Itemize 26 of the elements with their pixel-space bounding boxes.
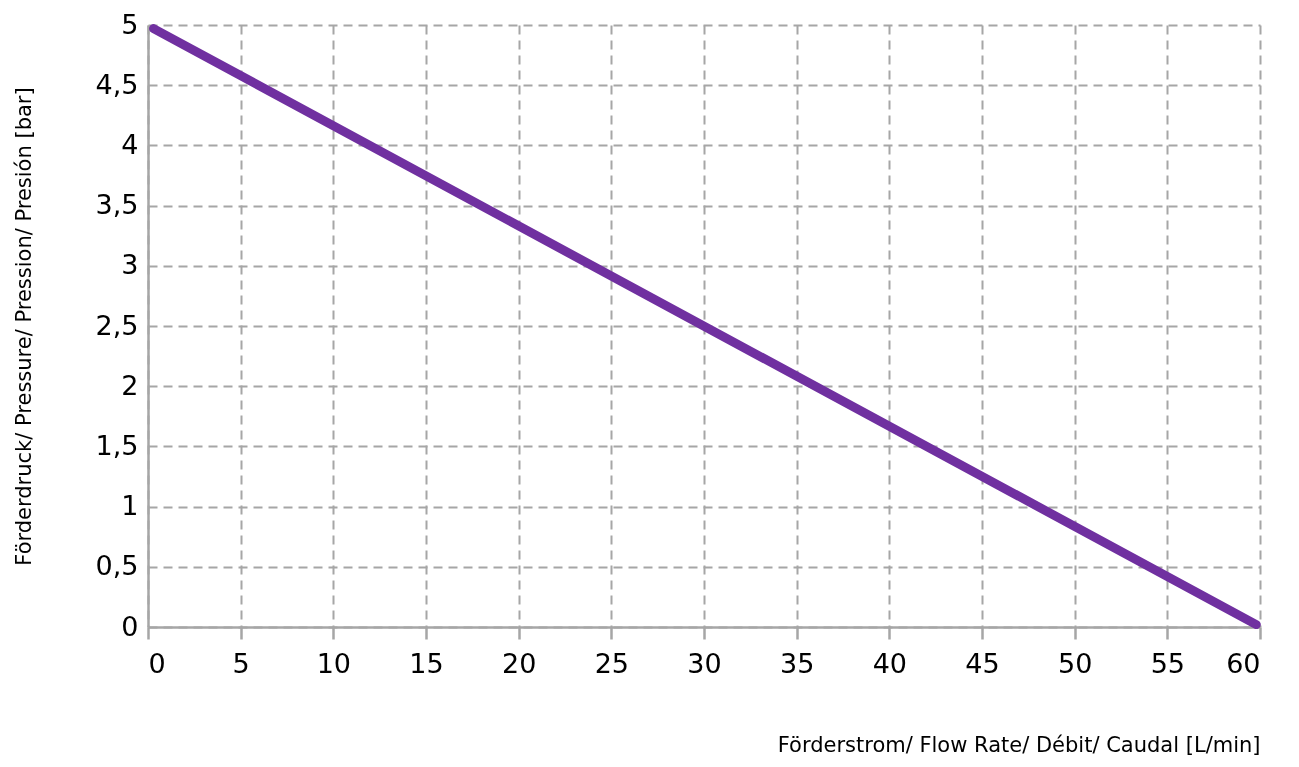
x-axis-title: Förderstrom/ Flow Rate/ Débit/ Caudal [L/min] (777, 732, 1261, 757)
y-tick-label: 4 (121, 128, 139, 160)
x-tick-label: 45 (965, 647, 1000, 679)
y-tick-label: 0,5 (95, 550, 139, 582)
x-tick-label: 10 (316, 647, 352, 679)
x-tick-label: 5 (232, 647, 250, 679)
x-tick-label: 15 (409, 647, 444, 679)
x-tick-label: 55 (1150, 647, 1186, 679)
y-tick-label: 3 (121, 249, 139, 281)
x-tick-label: 40 (872, 647, 908, 679)
x-tick-label: 25 (594, 647, 630, 679)
y-axis-title: Förderdruck/ Pressure/ Pression/ Presión [bar] (11, 87, 36, 566)
y-tick-label: 5 (121, 8, 139, 40)
x-tick-label: 0 (148, 647, 166, 679)
y-tick-label: 3,5 (95, 189, 139, 221)
y-tick-label: 4,5 (95, 68, 139, 100)
x-tick-label: 30 (687, 647, 722, 679)
y-tick-label: 0 (121, 610, 139, 642)
x-tick-label: 35 (779, 647, 815, 679)
y-tick-label: 2,5 (95, 309, 139, 341)
x-tick-label: 50 (1057, 647, 1093, 679)
x-tick-label: 60 (1226, 647, 1261, 679)
y-tick-label: 1,5 (95, 429, 139, 461)
y-tick-label: 2 (121, 369, 139, 401)
y-tick-label: 1 (121, 490, 139, 522)
x-tick-label: 20 (501, 647, 537, 679)
